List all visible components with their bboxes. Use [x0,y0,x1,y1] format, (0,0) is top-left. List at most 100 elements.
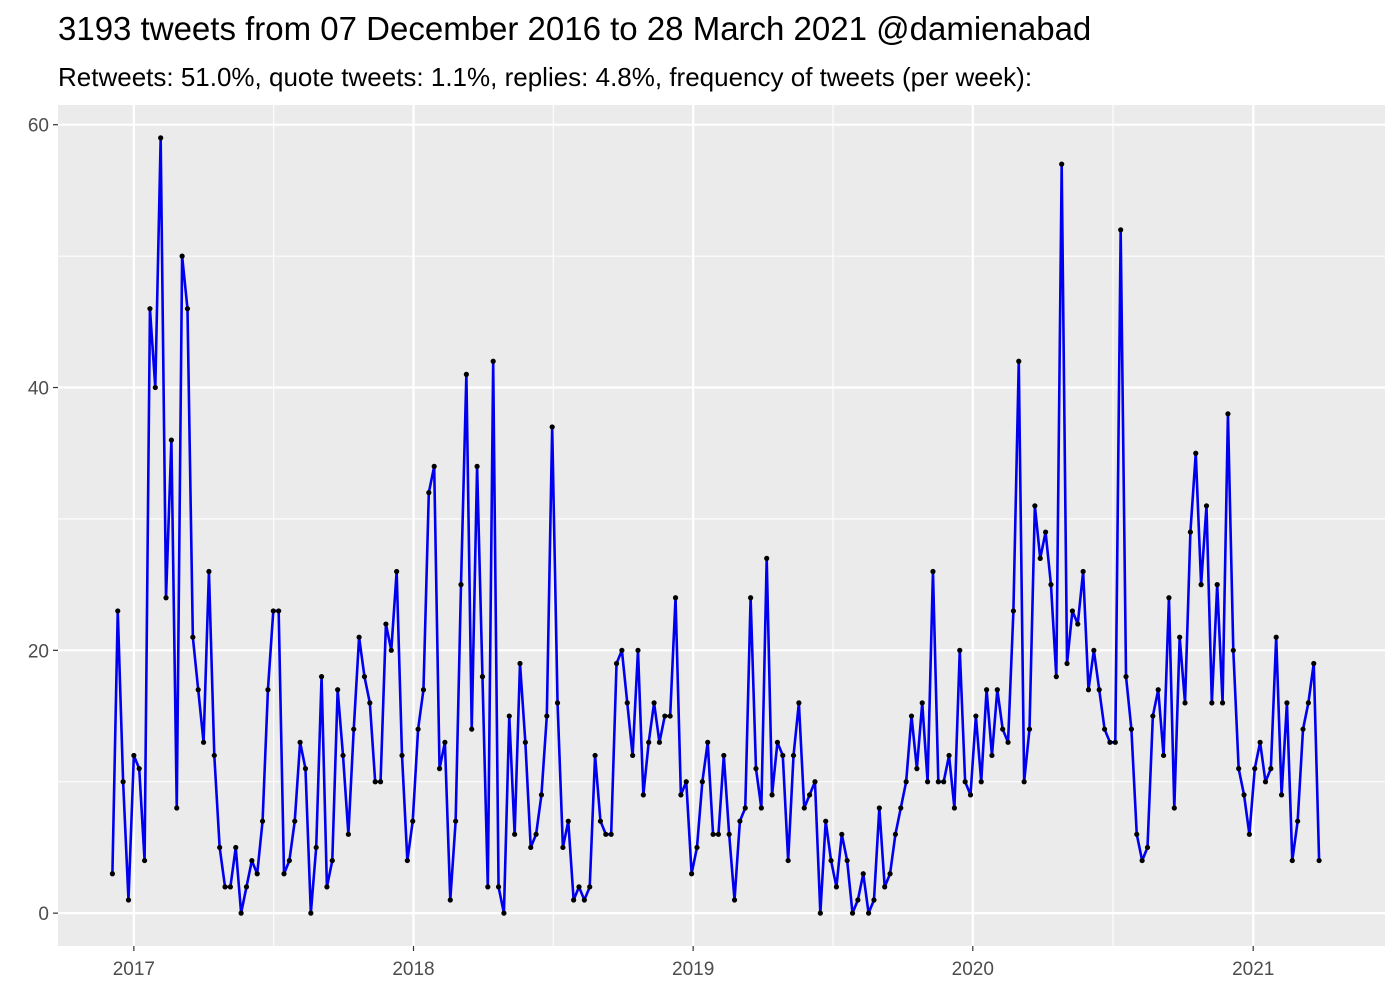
data-point [125,897,132,903]
data-point [887,871,893,877]
data-point [404,857,410,864]
data-point [292,818,298,824]
data-point [646,739,652,745]
data-point [195,687,201,693]
data-point [136,766,142,772]
data-point [163,595,169,601]
data-point [1236,766,1242,772]
data-point [1316,857,1322,864]
data-point [1144,844,1151,851]
data-point [1032,503,1038,509]
y-tick-label: 0 [38,904,49,925]
data-point [994,687,1000,693]
data-point [1042,529,1049,535]
data-point [785,857,791,864]
data-point [1005,739,1011,745]
data-point [383,621,389,627]
data-point [930,568,936,575]
data-point [474,463,480,469]
data-point [463,371,469,377]
data-point [426,490,432,496]
data-point [206,568,212,575]
data-point [651,700,657,706]
data-point [672,595,679,601]
data-point [1209,700,1215,706]
data-point [1225,411,1231,417]
data-point [839,831,845,837]
data-point [1118,227,1124,233]
y-axis: 0 20 40 60 [28,116,58,925]
data-point [1123,674,1129,680]
data-point [1182,700,1188,706]
data-point [941,779,947,785]
data-point [141,857,148,864]
data-point [168,437,174,443]
data-point [436,766,443,772]
data-point [442,739,448,745]
data-point [855,897,861,903]
data-point [1268,766,1274,772]
data-point [297,739,303,745]
data-point [973,713,979,719]
chart-title: 3193 tweets from 07 December 2016 to 28 … [58,10,1092,47]
series-line [111,136,1321,915]
data-point [340,752,346,759]
data-point [158,135,164,141]
data-point [951,805,958,811]
data-point [1075,621,1081,627]
data-point [1262,779,1269,785]
data-point [522,739,528,745]
data-point [174,805,180,811]
data-point [517,660,523,667]
data-point [662,713,668,719]
data-point [597,818,604,824]
data-point [1096,687,1102,693]
data-point [1171,805,1177,811]
data-point [351,726,357,732]
data-point [308,910,314,916]
data-point [1198,582,1204,588]
x-tick-label: 2018 [392,959,434,980]
data-point [313,844,319,851]
data-point [1219,700,1226,706]
data-point [1193,450,1199,456]
data-point [270,608,276,614]
data-point [699,779,705,785]
data-point [1048,582,1054,588]
data-point [388,647,394,653]
data-point [807,792,813,798]
data-point [731,897,738,903]
data-point [919,700,925,706]
data-point [1069,608,1076,614]
data-point [345,831,351,837]
data-point [801,805,807,811]
data-point [935,779,941,785]
data-point [538,792,545,798]
data-point [603,831,609,837]
grid-major [58,105,1385,946]
data-point [903,779,909,785]
data-point [184,306,191,312]
data-point [1010,608,1017,614]
data-point [1091,647,1097,653]
data-point [259,818,266,824]
data-point [849,910,856,916]
data-point [286,857,292,864]
data-point [324,884,330,890]
data-point [715,831,722,837]
data-point [147,306,153,312]
data-point [1080,568,1086,575]
data-point [377,779,384,785]
data-point [1241,792,1247,798]
data-point [458,582,464,588]
data-point [726,831,732,837]
data-point [1214,582,1220,588]
data-point [898,805,904,811]
data-point [758,805,764,811]
data-point [790,752,797,759]
data-point [1112,739,1118,745]
data-point [302,766,309,772]
data-point [914,766,920,772]
x-axis: 2017 2018 2019 2020 2021 [113,946,1274,980]
